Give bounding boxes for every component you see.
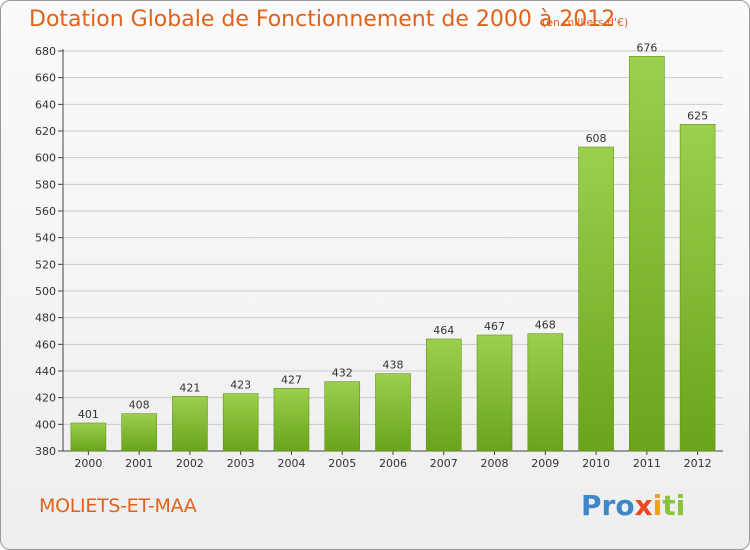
bar-value-label: 608 (586, 132, 607, 145)
x-tick-label: 2009 (531, 457, 559, 470)
bar-value-label: 423 (230, 379, 251, 392)
bars (70, 56, 716, 452)
y-tick-label: 460 (35, 338, 56, 351)
bar-value-label: 427 (281, 373, 302, 386)
x-tick-label: 2006 (379, 457, 407, 470)
logo-part: ti (662, 489, 686, 522)
y-tick-label: 560 (35, 205, 56, 218)
logo-part: x (634, 489, 653, 522)
bar-value-label: 467 (484, 320, 505, 333)
y-tick-label: 540 (35, 232, 56, 245)
bar-value-label: 408 (129, 399, 150, 412)
bar-value-label: 625 (687, 109, 708, 122)
bar (476, 334, 513, 452)
bar-value-label: 438 (383, 359, 404, 372)
y-tick-label: 520 (35, 258, 56, 271)
bar-value-label: 401 (78, 408, 99, 421)
y-tick-label: 380 (35, 445, 56, 458)
bar-value-label: 432 (332, 367, 353, 380)
y-tick-label: 640 (35, 98, 56, 111)
y-tick-label: 680 (35, 45, 56, 58)
x-tick-label: 2008 (481, 457, 509, 470)
bar (375, 373, 411, 452)
y-tick-label: 500 (35, 285, 56, 298)
y-tick-label: 440 (35, 365, 56, 378)
x-tick-label: 2001 (125, 457, 153, 470)
commune-name: MOLIETS-ET-MAA (39, 495, 197, 517)
y-tick-label: 400 (35, 418, 56, 431)
chart-title: Dotation Globale de Fonctionnement de 20… (29, 7, 616, 32)
bar (629, 56, 665, 452)
y-tick-label: 600 (35, 152, 56, 165)
x-tick-label: 2002 (176, 457, 204, 470)
y-tick-label: 580 (35, 178, 56, 191)
x-tick-label: 2012 (684, 457, 712, 470)
x-tick-label: 2004 (277, 457, 305, 470)
bar-value-label: 464 (433, 324, 454, 337)
bar-value-label: 468 (535, 319, 556, 332)
x-tick-label: 2000 (74, 457, 102, 470)
x-tick-label: 2010 (582, 457, 610, 470)
logo-part: i (652, 489, 663, 522)
bar (121, 413, 157, 452)
bar (273, 388, 310, 452)
bar (425, 338, 462, 452)
bar (172, 396, 208, 452)
bar (324, 381, 361, 452)
y-tick-label: 660 (35, 72, 56, 85)
y-tick-label: 480 (35, 312, 56, 325)
bar-value-label: 421 (179, 381, 200, 394)
logo-part: Pro (581, 489, 635, 522)
bar (578, 146, 614, 452)
x-tick-label: 2003 (227, 457, 255, 470)
bar (527, 333, 564, 452)
proxiti-logo[interactable]: Proxiti (581, 489, 685, 522)
bar (222, 393, 259, 452)
bar-value-label: 676 (636, 41, 657, 54)
x-tick-label: 2007 (430, 457, 458, 470)
y-tick-label: 620 (35, 125, 56, 138)
chart-subtitle: (en milliers d'€) (542, 16, 629, 29)
bar (679, 124, 716, 452)
x-tick-label: 2011 (633, 457, 661, 470)
y-tick-label: 420 (35, 392, 56, 405)
x-tick-label: 2005 (328, 457, 356, 470)
bar (70, 422, 107, 452)
labels: 380 400 420 440 460 480 500 520 540 560 580 600 620 6… (35, 41, 712, 470)
